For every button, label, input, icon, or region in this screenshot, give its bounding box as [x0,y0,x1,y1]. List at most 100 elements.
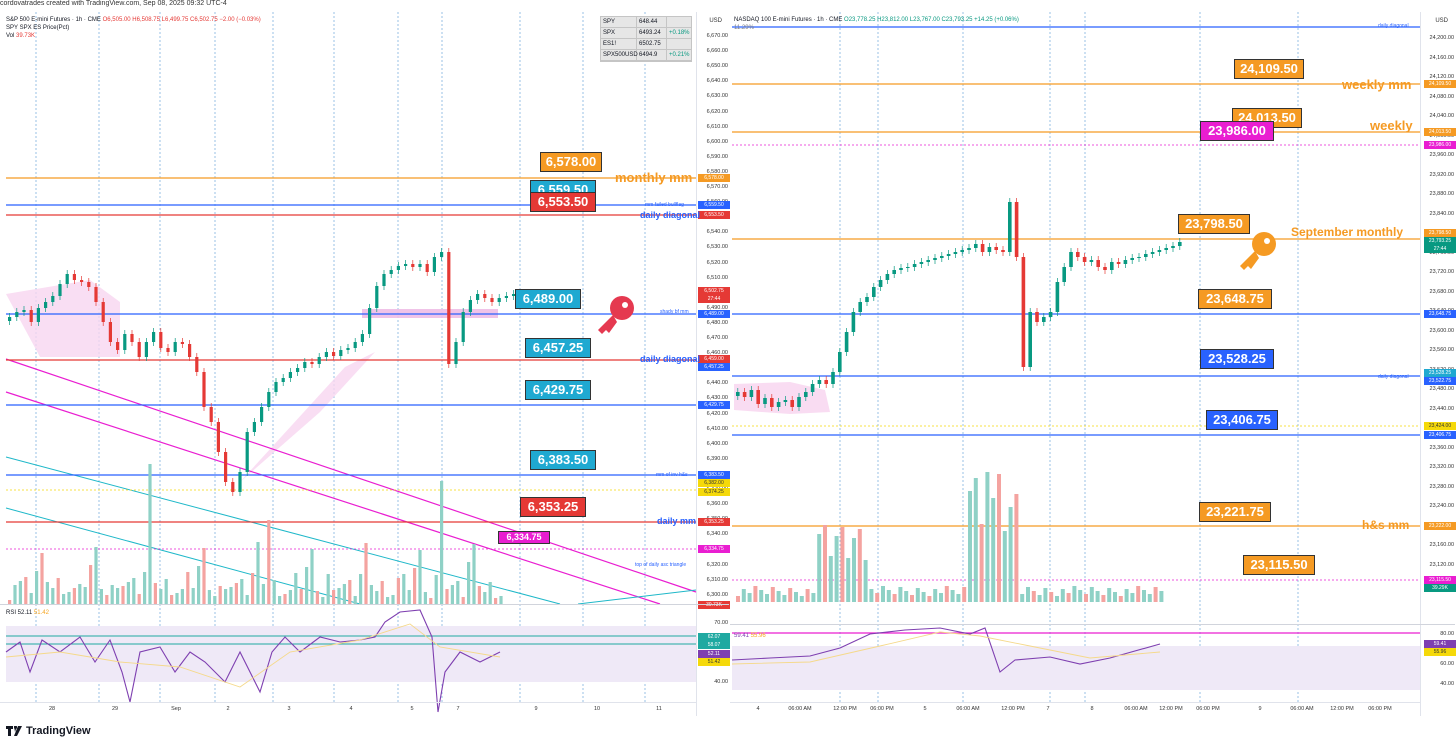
es-volume-bar [191,588,195,604]
level-callout[interactable]: 6,429.75 [525,380,591,400]
nq-pane-divider[interactable] [730,624,1455,625]
watchlist-symbol[interactable]: SPX500USD [603,50,638,60]
es-volume-bar [337,588,341,604]
nq-volume-bar [1095,591,1100,602]
watchlist-row[interactable]: SPX500USD 6494.9 +0.21% [601,50,691,61]
es-volume-bar [310,549,314,604]
level-callout[interactable]: 6,578.00 [540,152,602,172]
level-callout[interactable]: 6,457.25 [525,338,591,358]
level-callout[interactable]: 23,115.50 [1243,555,1315,575]
nq-chart-canvas[interactable] [730,12,1456,716]
nq-volume-bar [1107,588,1112,602]
time-label: 5 [923,706,927,712]
watchlist-row[interactable]: ES1! 6502.75 [601,39,691,50]
es-candle [317,357,321,364]
es-candle [360,334,364,342]
nq-candle [763,398,767,404]
es-volume-bar [278,596,282,604]
es-volume-bar [261,584,265,604]
watchlist-overlay[interactable]: SPY 648.44 SPX 6493.24 +0.18% ES1! 6502.75 SPX5… [600,16,692,62]
es-compare-line[interactable]: SPY SPX ES Price(Pct) [6,25,70,31]
nq-volume-bar [846,558,851,602]
es-volume-bar [294,573,298,604]
price-tick-label: 6,610.00 [706,123,728,130]
es-candle [22,310,26,312]
watchlist-symbol[interactable]: SPY [601,17,637,27]
price-axis-tag: 39.73K [698,601,730,609]
time-label: 06:00 AM [788,706,812,712]
level-callout[interactable]: 23,406.75 [1206,410,1278,430]
price-axis-tag: 27:44 [698,295,730,303]
nq-candle [844,332,849,352]
es-candle [15,312,19,317]
es-candle [324,352,328,357]
nq-volume-bar [910,595,914,602]
price-tick-label: 24,080.00 [1429,93,1454,100]
level-callout[interactable]: 23,986.00 [1200,121,1274,141]
level-note: shady bf mm [660,309,689,315]
price-axis-tag: 6,459.00 [698,355,730,363]
watchlist-symbol[interactable]: ES1! [601,39,637,49]
es-chart-panel[interactable]: S&P 500 E-mini Futures · 1h · CME O6,505… [0,12,730,716]
price-axis-tag: 6,457.25 [698,363,730,371]
es-candle [36,308,40,322]
level-callout[interactable]: 6,334.75 [498,531,550,544]
level-callout[interactable]: 23,798.50 [1178,214,1250,234]
price-axis-tag: 23,986.00 [1424,141,1456,149]
es-candle [468,300,472,312]
es-price-axis[interactable]: USD 6,670.00 6,660.00 6,650.00 6,640.00 6,63… [696,12,730,716]
nq-currency[interactable]: USD [1435,18,1448,24]
level-callout[interactable]: 24,109.50 [1234,59,1304,79]
es-volume-bar [402,574,406,604]
es-rsi-line [5,609,501,713]
nq-volume-bar [1002,531,1007,602]
level-callout[interactable]: 23,528.25 [1200,349,1274,369]
es-vol-label[interactable]: Vol [6,33,15,39]
time-label: 28 [48,706,56,712]
price-axis-tag: 23,522.75 [1424,377,1456,385]
es-currency[interactable]: USD [709,18,722,24]
price-tick-label: 6,480.00 [706,319,728,326]
rsi-tick-label: 40.00 [714,679,728,685]
es-candle [80,280,84,282]
price-axis-tag: 6,334.75 [698,545,730,553]
nq-volume-bar [1049,592,1054,602]
price-tick-label: 23,360.00 [1429,444,1454,451]
nq-price-axis[interactable]: USD 24,200.00 24,160.00 24,120.00 24,080.00… [1420,12,1456,716]
nq-candle [1076,252,1080,257]
es-volume-bar [440,481,444,604]
level-callout[interactable]: 6,383.50 [530,450,596,470]
nq-symbol-title[interactable]: NASDAQ 100 E-mini Futures · 1h · CME [734,17,843,23]
watchlist-symbol[interactable]: SPX [601,28,637,38]
level-callout[interactable]: 23,221.75 [1199,502,1271,522]
nq-volume-bar [956,594,961,602]
es-symbol-title[interactable]: S&P 500 E-mini Futures · 1h · CME [6,17,101,23]
level-callout[interactable]: 6,489.00 [515,289,581,309]
nq-volume-bar [886,590,891,602]
price-tick-label: 6,460.00 [706,350,728,357]
watchlist-row[interactable]: SPY 648.44 [601,17,691,28]
nq-volume-bar [962,587,967,602]
nq-chart-panel[interactable]: NASDAQ 100 E-mini Futures · 1h · CME O23… [730,12,1456,716]
time-label: 06:00 PM [1196,706,1220,712]
level-callout[interactable]: 6,553.50 [530,192,596,212]
es-candle [483,294,487,298]
nq-candle [1157,250,1162,252]
es-volume-bar [321,597,325,604]
price-tick-label: 23,920.00 [1429,171,1454,178]
nq-time-axis[interactable]: 4 06:00 AM 12:00 PM 06:00 PM 5 06:00 AM 12:00 … [730,702,1420,716]
es-volume-bar [342,584,346,604]
price-axis-tag: 6,553.50 [698,211,730,219]
tradingview-logo[interactable]: TradingView [6,725,91,737]
level-callout[interactable]: 6,353.25 [520,497,586,517]
es-pane-divider[interactable] [0,604,729,605]
es-time-axis[interactable]: 28 29 Sep 2 3 4 5 7 9 10 11 [0,702,696,716]
nq-candle [797,397,801,407]
es-chart-canvas[interactable] [0,12,730,716]
es-candle [245,432,249,472]
watchlist-row[interactable]: SPX 6493.24 +0.18% [601,28,691,39]
level-callout[interactable]: 23,648.75 [1198,289,1272,309]
nq-candle [919,262,924,264]
nq-candle [974,244,978,248]
nq-volume-bar [892,594,897,602]
